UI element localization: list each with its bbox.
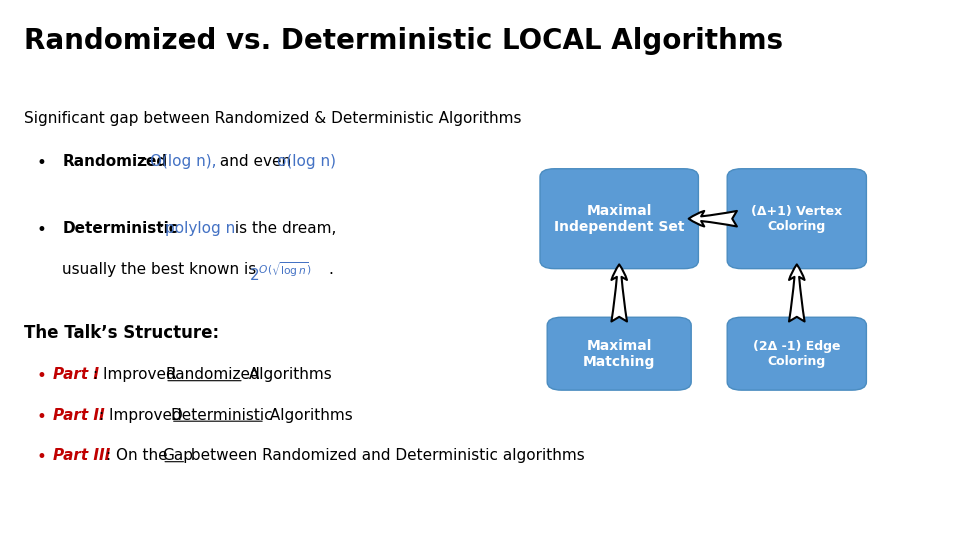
Text: :: : — [158, 221, 163, 237]
Text: Part III: Part III — [53, 448, 110, 463]
Text: .: . — [328, 262, 333, 277]
Text: Randomized: Randomized — [62, 154, 168, 169]
Text: •: • — [36, 448, 46, 466]
FancyBboxPatch shape — [728, 168, 866, 269]
Text: Maximal
Independent Set: Maximal Independent Set — [554, 204, 684, 234]
Text: is the dream,: is the dream, — [230, 221, 337, 237]
Text: Maximal
Matching: Maximal Matching — [583, 339, 656, 369]
Text: usually the best known is: usually the best known is — [62, 262, 261, 277]
Text: O(log n),: O(log n), — [150, 154, 216, 169]
Text: and even: and even — [215, 154, 296, 169]
Text: •: • — [36, 221, 46, 239]
Text: Significant gap between Randomized & Deterministic Algorithms: Significant gap between Randomized & Det… — [24, 111, 521, 126]
Text: Deterministic: Deterministic — [171, 408, 274, 423]
Text: Algorithms: Algorithms — [244, 367, 331, 382]
Text: polylog n: polylog n — [165, 221, 235, 237]
Text: Randomized: Randomized — [165, 367, 260, 382]
Text: Gap: Gap — [162, 448, 193, 463]
Text: •: • — [36, 154, 46, 172]
Text: between Randomized and Deterministic algorithms: between Randomized and Deterministic alg… — [186, 448, 585, 463]
Text: The Talk’s Structure:: The Talk’s Structure: — [24, 324, 219, 342]
Text: (Δ+1) Vertex
Coloring: (Δ+1) Vertex Coloring — [751, 205, 843, 233]
Text: Deterministic: Deterministic — [62, 221, 179, 237]
Text: •: • — [36, 367, 46, 385]
Text: : Improved: : Improved — [99, 408, 186, 423]
Text: Algorithms: Algorithms — [265, 408, 352, 423]
Text: Part II: Part II — [53, 408, 105, 423]
Text: (2Δ -1) Edge
Coloring: (2Δ -1) Edge Coloring — [753, 340, 841, 368]
Text: Part I: Part I — [53, 367, 99, 382]
FancyBboxPatch shape — [540, 168, 699, 269]
Text: : Improved: : Improved — [93, 367, 180, 382]
FancyBboxPatch shape — [728, 317, 866, 390]
Text: :: : — [142, 154, 147, 169]
FancyBboxPatch shape — [547, 317, 691, 390]
Text: o(log n): o(log n) — [277, 154, 336, 169]
Text: : On the: : On the — [106, 448, 172, 463]
Text: Randomized vs. Deterministic LOCAL Algorithms: Randomized vs. Deterministic LOCAL Algor… — [24, 27, 783, 55]
Text: $2^{O(\sqrt{\log n})}$: $2^{O(\sqrt{\log n})}$ — [249, 262, 311, 284]
Text: •: • — [36, 408, 46, 426]
